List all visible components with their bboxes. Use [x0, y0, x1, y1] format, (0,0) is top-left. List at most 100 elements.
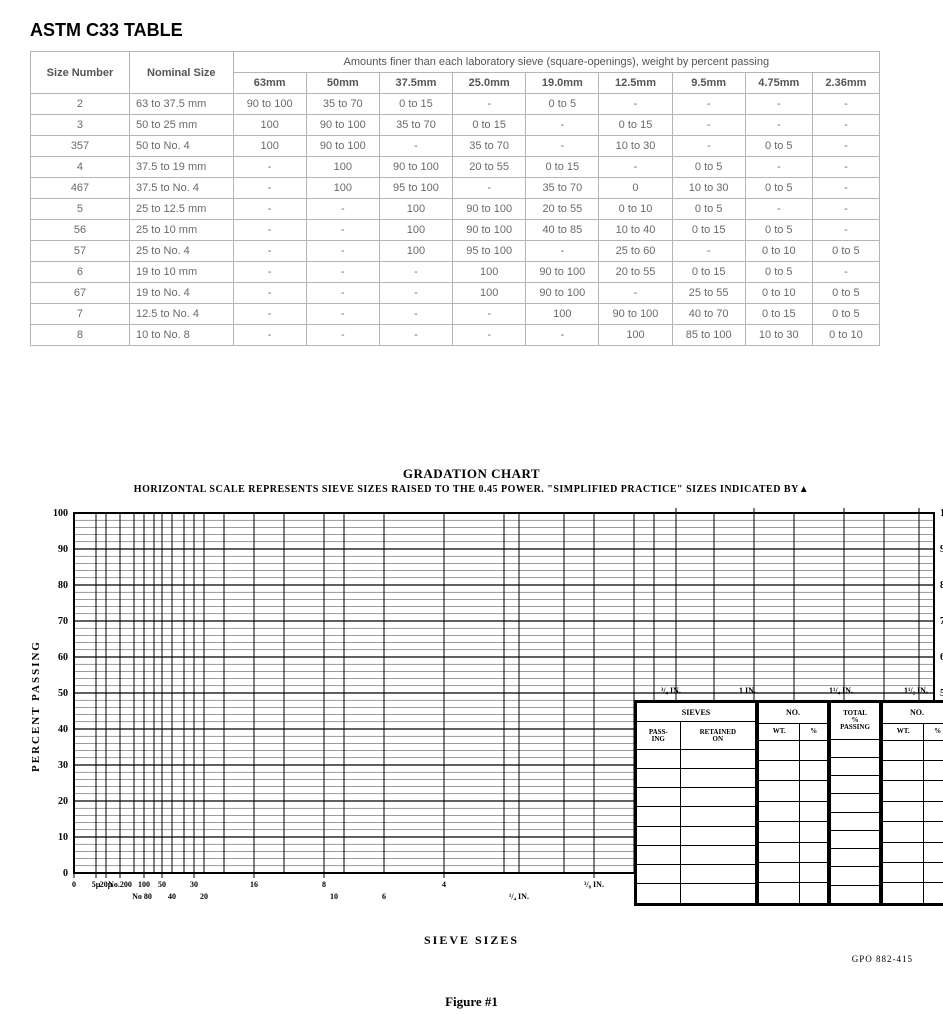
- cell-value: 20 to 55: [599, 262, 672, 283]
- svg-text:20: 20: [200, 892, 208, 901]
- cell-nominal-size: 19 to No. 4: [129, 283, 233, 304]
- cell-value: 40 to 85: [526, 220, 599, 241]
- cell-value: -: [745, 94, 812, 115]
- cell-value: 95 to 100: [453, 241, 526, 262]
- cell-value: 0 to 10: [745, 283, 812, 304]
- cell-value: -: [379, 304, 452, 325]
- table-row: 5725 to No. 4--10095 to 100-25 to 60-0 t…: [31, 241, 880, 262]
- svg-text:80: 80: [58, 580, 68, 591]
- table-row: 810 to No. 8-----10085 to 10010 to 300 t…: [31, 325, 880, 346]
- cell-value: 0 to 5: [812, 283, 879, 304]
- cell-value: -: [672, 136, 745, 157]
- cell-value: -: [526, 241, 599, 262]
- cell-size-number: 6: [31, 262, 130, 283]
- svg-text:20: 20: [58, 796, 68, 807]
- svg-text:No 80: No 80: [132, 892, 152, 901]
- cell-value: 0 to 15: [526, 157, 599, 178]
- table-row: 712.5 to No. 4----10090 to 10040 to 700 …: [31, 304, 880, 325]
- cell-value: -: [379, 262, 452, 283]
- chart-title: GRADATION CHART: [30, 466, 913, 482]
- cell-value: 100: [453, 283, 526, 304]
- svg-text:4: 4: [442, 880, 446, 889]
- cell-size-number: 57: [31, 241, 130, 262]
- cell-value: -: [812, 199, 879, 220]
- cell-value: 10 to 30: [672, 178, 745, 199]
- cell-value: -: [233, 283, 306, 304]
- cell-value: 0 to 10: [812, 325, 879, 346]
- cell-value: 0 to 5: [812, 304, 879, 325]
- cell-value: 35 to 70: [379, 115, 452, 136]
- cell-value: -: [306, 325, 379, 346]
- cell-value: 20 to 55: [526, 199, 599, 220]
- cell-value: 25 to 55: [672, 283, 745, 304]
- svg-text:90: 90: [58, 544, 68, 555]
- cell-value: 100: [453, 262, 526, 283]
- cell-size-number: 3: [31, 115, 130, 136]
- cell-value: 25 to 60: [599, 241, 672, 262]
- cell-value: 0 to 10: [599, 199, 672, 220]
- figure-label: Figure #1: [30, 994, 913, 1010]
- cell-value: -: [453, 94, 526, 115]
- cell-nominal-size: 37.5 to No. 4: [129, 178, 233, 199]
- chart-subtitle: HORIZONTAL SCALE REPRESENTS SIEVE SIZES …: [30, 484, 913, 495]
- cell-value: 0 to 5: [812, 241, 879, 262]
- col-size-number: Size Number: [31, 52, 130, 94]
- sieve-col-header: 25.0mm: [453, 73, 526, 94]
- cell-value: 35 to 70: [306, 94, 379, 115]
- cell-value: 100: [233, 115, 306, 136]
- svg-text:¹/₄ IN.: ¹/₄ IN.: [509, 892, 529, 901]
- cell-value: 0: [599, 178, 672, 199]
- cell-value: 100: [233, 136, 306, 157]
- table-row: 437.5 to 19 mm-10090 to 10020 to 550 to …: [31, 157, 880, 178]
- table-header-span: Amounts finer than each laboratory sieve…: [233, 52, 879, 73]
- page-title: ASTM C33 TABLE: [30, 20, 913, 41]
- sieve-col-header: 37.5mm: [379, 73, 452, 94]
- cell-value: 100: [379, 199, 452, 220]
- sieve-col-header: 19.0mm: [526, 73, 599, 94]
- svg-text:16: 16: [250, 880, 258, 889]
- cell-value: -: [453, 304, 526, 325]
- cell-size-number: 357: [31, 136, 130, 157]
- cell-value: -: [599, 94, 672, 115]
- table-row: 46737.5 to No. 4-10095 to 100-35 to 7001…: [31, 178, 880, 199]
- cell-value: -: [745, 157, 812, 178]
- svg-text:No.200: No.200: [108, 880, 132, 889]
- cell-value: -: [672, 115, 745, 136]
- cell-value: -: [306, 283, 379, 304]
- cell-size-number: 7: [31, 304, 130, 325]
- cell-value: 0 to 5: [526, 94, 599, 115]
- svg-text:10: 10: [330, 892, 338, 901]
- cell-value: -: [233, 157, 306, 178]
- cell-value: 0 to 10: [745, 241, 812, 262]
- cell-value: -: [745, 199, 812, 220]
- cell-value: 90 to 100: [526, 283, 599, 304]
- cell-value: -: [812, 220, 879, 241]
- svg-text:³/₈ IN.: ³/₈ IN.: [584, 880, 604, 889]
- cell-value: 0 to 5: [745, 262, 812, 283]
- cell-value: 0 to 5: [745, 178, 812, 199]
- cell-value: -: [526, 136, 599, 157]
- cell-value: 0 to 15: [672, 262, 745, 283]
- cell-size-number: 467: [31, 178, 130, 199]
- cell-value: 90 to 100: [379, 157, 452, 178]
- gpo-code: GPO 882-415: [30, 954, 913, 964]
- cell-value: -: [306, 199, 379, 220]
- table-row: 263 to 37.5 mm90 to 10035 to 700 to 15-0…: [31, 94, 880, 115]
- cell-size-number: 4: [31, 157, 130, 178]
- cell-value: -: [379, 325, 452, 346]
- cell-value: -: [526, 325, 599, 346]
- table-row: 350 to 25 mm10090 to 10035 to 700 to 15-…: [31, 115, 880, 136]
- cell-nominal-size: 12.5 to No. 4: [129, 304, 233, 325]
- cell-value: -: [599, 283, 672, 304]
- cell-value: 90 to 100: [306, 136, 379, 157]
- cell-size-number: 2: [31, 94, 130, 115]
- cell-value: -: [233, 262, 306, 283]
- cell-value: -: [233, 178, 306, 199]
- svg-text:50: 50: [58, 688, 68, 699]
- cell-value: 90 to 100: [306, 115, 379, 136]
- cell-value: -: [233, 304, 306, 325]
- cell-value: -: [453, 325, 526, 346]
- sieve-col-header: 2.36mm: [812, 73, 879, 94]
- cell-value: -: [379, 136, 452, 157]
- svg-text:6: 6: [382, 892, 386, 901]
